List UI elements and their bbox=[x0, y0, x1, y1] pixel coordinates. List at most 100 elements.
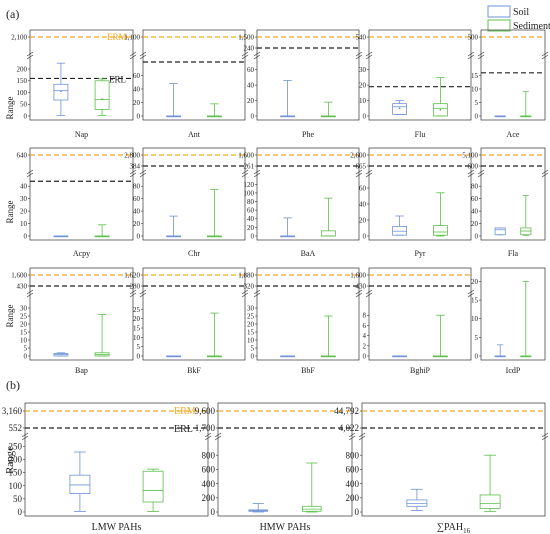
y-tick-label: 40 bbox=[471, 208, 479, 216]
x-label-flu: Flu bbox=[415, 130, 426, 139]
y-tick-label: 30 bbox=[20, 304, 28, 312]
box-iqr bbox=[392, 225, 408, 236]
erm-tick-label: 640 bbox=[17, 151, 28, 159]
y-tick-label: 120 bbox=[244, 181, 255, 189]
x-label-bkf: BkF bbox=[187, 366, 201, 375]
x-label-ace: Ace bbox=[507, 130, 520, 139]
legend-label-sediment: Sediment bbox=[513, 21, 550, 32]
panel-frame bbox=[256, 267, 360, 361]
panel-acpy: 0 10 20 30 40 640 bbox=[17, 147, 137, 241]
y-tick-label: 0 bbox=[24, 352, 28, 360]
axis-break-mark bbox=[26, 172, 34, 178]
axis-break-mark bbox=[129, 172, 137, 178]
axis-break-mark bbox=[541, 432, 549, 438]
y-tick-label: 50 bbox=[20, 101, 28, 109]
y-tick-label: 80 bbox=[247, 198, 255, 206]
y-tick-label: 5 bbox=[251, 344, 255, 352]
y-tick-label: 10 bbox=[247, 336, 255, 344]
axis-break-mark bbox=[129, 292, 137, 298]
y-tick-label: 20 bbox=[133, 220, 141, 228]
x-label-baa: BaA bbox=[301, 249, 316, 258]
y-tick-label: 0 bbox=[137, 112, 141, 120]
panel-frame bbox=[24, 402, 209, 517]
axis-break-mark bbox=[541, 435, 549, 441]
axis-break-mark bbox=[253, 51, 261, 57]
panel-frame bbox=[29, 147, 134, 241]
axis-break-mark bbox=[358, 435, 366, 441]
y-tick-label: 50 bbox=[13, 494, 23, 504]
axis-break-mark bbox=[253, 169, 261, 175]
panel-frame bbox=[256, 147, 360, 241]
erm-tick-label: 3,160 bbox=[2, 406, 23, 416]
box-soil bbox=[166, 355, 182, 358]
erl-tick-label: 1,700 bbox=[195, 423, 216, 433]
box-soil bbox=[280, 355, 296, 358]
axis-break-mark bbox=[477, 172, 485, 178]
y-tick-label: 250 bbox=[9, 441, 23, 451]
axis-break-mark bbox=[26, 54, 34, 60]
box-iqr bbox=[53, 83, 69, 101]
box-iqr bbox=[69, 474, 91, 494]
axis-break-mark bbox=[355, 172, 363, 178]
x-label-subscript: 16 bbox=[463, 527, 471, 534]
y-tick-label: 0 bbox=[363, 112, 367, 120]
y-tick-label: 15 bbox=[133, 324, 141, 332]
axis-break-mark bbox=[541, 51, 549, 57]
erl-tick-label: 384 bbox=[130, 162, 141, 170]
y-tick-label: 800 bbox=[346, 450, 360, 460]
y-tick-label: 40 bbox=[247, 215, 255, 223]
x-label-bghip: BghiP bbox=[410, 366, 431, 375]
axis-break-mark bbox=[241, 289, 249, 295]
box-mean bbox=[60, 90, 62, 93]
axis-break-mark bbox=[204, 435, 212, 441]
axis-break-mark bbox=[355, 54, 363, 60]
box-mean bbox=[398, 107, 401, 110]
box-soil bbox=[53, 352, 69, 357]
axis-break-mark bbox=[358, 432, 366, 438]
box-iqr bbox=[392, 103, 408, 115]
erm-tick-label: 44,792 bbox=[334, 406, 359, 416]
box-iqr bbox=[432, 225, 448, 236]
y-tick-label: 30 bbox=[247, 304, 255, 312]
box-sediment bbox=[206, 312, 222, 358]
y-tick-label: 15 bbox=[471, 72, 479, 80]
box-sediment bbox=[302, 462, 322, 513]
y-tick-label: 10 bbox=[133, 334, 141, 342]
erl-label: ERL bbox=[109, 74, 126, 84]
y-tick-label: 150 bbox=[9, 468, 23, 478]
panel-frame bbox=[142, 147, 246, 241]
panel-frame bbox=[480, 267, 546, 361]
y-tick-label: 60 bbox=[247, 207, 255, 215]
panel-frame bbox=[480, 29, 546, 121]
y-tick-label: 0 bbox=[251, 232, 255, 240]
y-tick-label: 10 bbox=[20, 336, 28, 344]
erl-tick-label: 665 bbox=[356, 162, 367, 170]
panel-frame bbox=[256, 29, 360, 121]
axis-break-mark bbox=[241, 169, 249, 175]
y-tick-label: 40 bbox=[359, 200, 367, 208]
erl-tick-label: 261 bbox=[244, 162, 255, 170]
box-iqr bbox=[53, 353, 69, 357]
box-sediment bbox=[432, 192, 448, 237]
y-tick-label: 4 bbox=[363, 332, 367, 340]
erm-tick-label: 2,100 bbox=[11, 33, 27, 41]
erl-tick-label: 320 bbox=[244, 282, 255, 290]
box-mean bbox=[101, 98, 103, 100]
y-tick-label: 30 bbox=[20, 195, 28, 203]
y-tick-label: 15 bbox=[471, 297, 479, 305]
box-soil bbox=[494, 115, 506, 118]
y-tick-label: 80 bbox=[471, 183, 479, 191]
erm-tick-label: 1,600 bbox=[11, 271, 27, 279]
y-tick-label: 10 bbox=[20, 220, 28, 228]
axis-break-mark bbox=[139, 289, 147, 295]
y-tick-label: 15 bbox=[20, 328, 28, 336]
box-sediment bbox=[206, 188, 222, 238]
box-soil bbox=[494, 227, 506, 236]
panel-frame bbox=[29, 267, 134, 361]
x-label-chr: Chr bbox=[188, 249, 200, 258]
axis-break-mark bbox=[348, 435, 356, 441]
box-mean bbox=[439, 108, 442, 111]
axis-break-mark bbox=[139, 54, 147, 60]
